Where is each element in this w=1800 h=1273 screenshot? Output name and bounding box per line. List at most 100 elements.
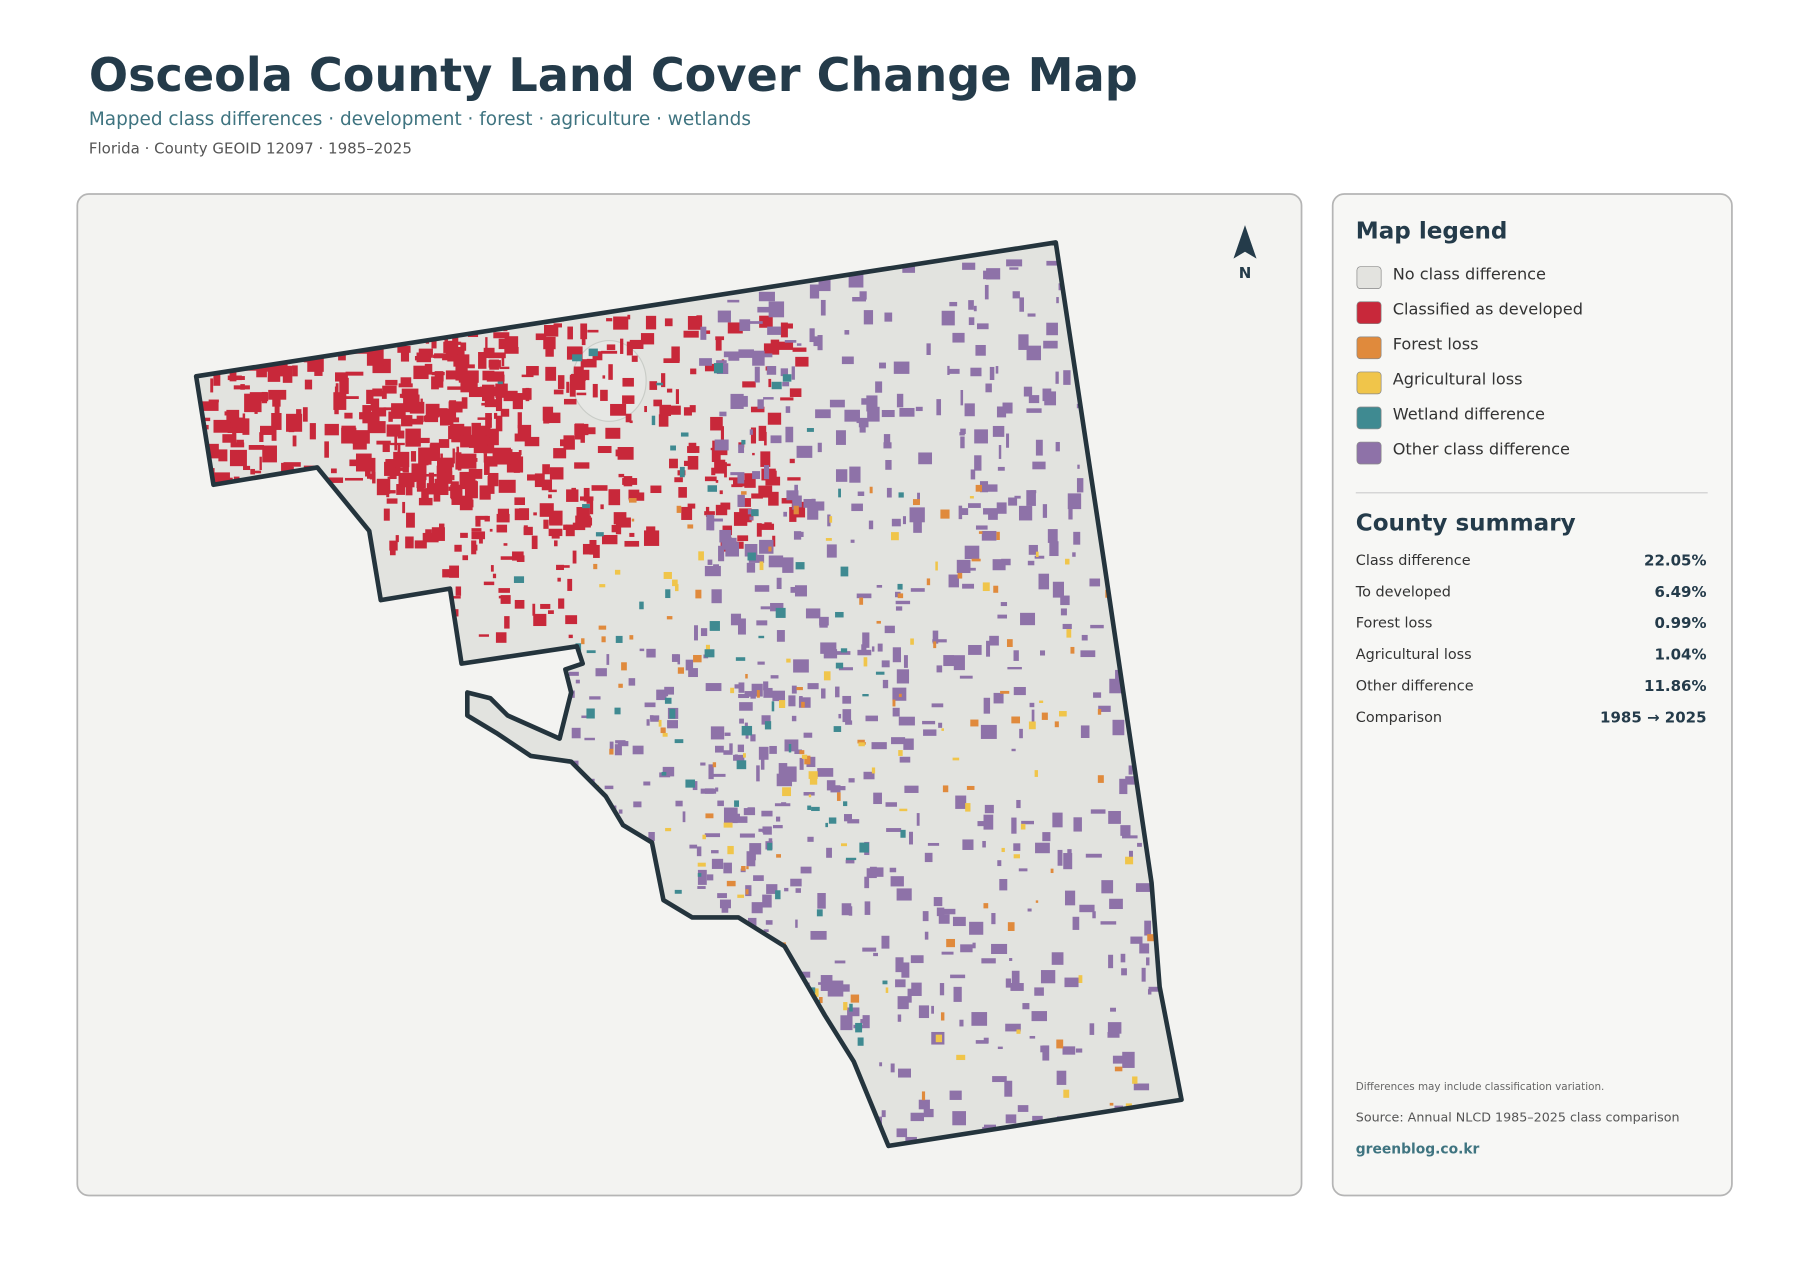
patch	[786, 490, 799, 501]
patch	[1077, 464, 1080, 469]
patch	[667, 720, 678, 729]
patch	[862, 694, 869, 697]
patch	[712, 762, 717, 768]
patch	[557, 375, 565, 390]
patch	[1042, 832, 1051, 842]
patch	[910, 1112, 925, 1122]
patch	[595, 668, 607, 677]
patch	[1090, 809, 1106, 814]
patch	[485, 337, 488, 352]
patch	[962, 262, 976, 270]
patch	[868, 520, 874, 530]
patch	[739, 319, 751, 331]
patch	[629, 420, 633, 424]
patch	[886, 828, 902, 832]
patch	[463, 426, 472, 443]
patch	[770, 602, 784, 612]
patch	[349, 459, 360, 467]
patch	[1108, 810, 1121, 824]
patch	[411, 437, 430, 444]
patch	[873, 792, 882, 805]
patch	[614, 744, 622, 756]
patch	[644, 702, 656, 708]
patch	[1034, 555, 1045, 559]
patch	[750, 852, 756, 861]
patch	[971, 1012, 988, 1026]
patch	[658, 719, 662, 727]
patch	[817, 768, 834, 777]
patch	[512, 393, 523, 410]
patch	[597, 446, 612, 454]
patch	[760, 757, 765, 770]
patch	[975, 344, 986, 356]
patch	[565, 615, 578, 625]
patch	[923, 729, 937, 736]
patch	[628, 498, 637, 503]
patch	[992, 1076, 1007, 1083]
patch	[866, 395, 878, 412]
patch	[892, 647, 901, 663]
patch	[424, 363, 433, 375]
patch	[376, 440, 391, 445]
patch	[784, 780, 790, 784]
patch	[1089, 1023, 1095, 1035]
patch	[629, 635, 634, 640]
patch	[629, 339, 644, 349]
patch	[608, 364, 613, 380]
patch	[351, 430, 370, 444]
patch	[645, 315, 657, 330]
patch	[794, 484, 798, 492]
legend-label: Agricultural loss	[1393, 370, 1523, 389]
patch	[851, 503, 863, 512]
patch	[711, 773, 726, 777]
patch	[989, 366, 995, 381]
patch	[485, 413, 492, 428]
patch	[521, 374, 534, 378]
patch	[617, 447, 634, 460]
patch	[847, 819, 860, 824]
patch	[1057, 849, 1063, 866]
patch	[818, 997, 823, 1004]
patch	[737, 618, 746, 635]
patch	[857, 491, 865, 496]
patch	[795, 888, 801, 893]
patch	[553, 448, 567, 459]
patch	[248, 445, 265, 450]
patch	[398, 383, 413, 388]
patch	[902, 516, 906, 525]
patch	[752, 350, 765, 366]
patch	[1047, 529, 1058, 543]
patch	[889, 867, 897, 873]
patch	[763, 929, 769, 933]
patch	[953, 986, 962, 1002]
patch	[859, 291, 867, 300]
patch	[656, 689, 667, 701]
patch	[823, 671, 831, 681]
patch	[460, 435, 475, 448]
patch	[513, 466, 520, 473]
patch	[452, 475, 455, 481]
patch	[879, 362, 886, 369]
patch	[792, 496, 799, 510]
patch	[705, 813, 714, 819]
patch	[760, 451, 771, 467]
patch	[763, 687, 773, 698]
patch	[1031, 1011, 1048, 1022]
legend-swatch	[1356, 301, 1382, 325]
patch	[423, 415, 437, 422]
patch	[741, 865, 746, 871]
patch	[1101, 880, 1114, 894]
patch	[489, 359, 499, 370]
patch	[1119, 778, 1128, 795]
patch	[1073, 531, 1081, 545]
patch	[575, 679, 580, 684]
patch	[1060, 595, 1070, 606]
summary: Class difference 22.05% To developed 6.49% F…	[1355, 551, 1707, 726]
patch	[962, 583, 975, 589]
patch	[706, 514, 714, 531]
patch	[844, 409, 860, 422]
patch	[781, 498, 797, 504]
patch	[1007, 922, 1015, 931]
patch	[1039, 700, 1044, 703]
patch	[775, 890, 781, 900]
